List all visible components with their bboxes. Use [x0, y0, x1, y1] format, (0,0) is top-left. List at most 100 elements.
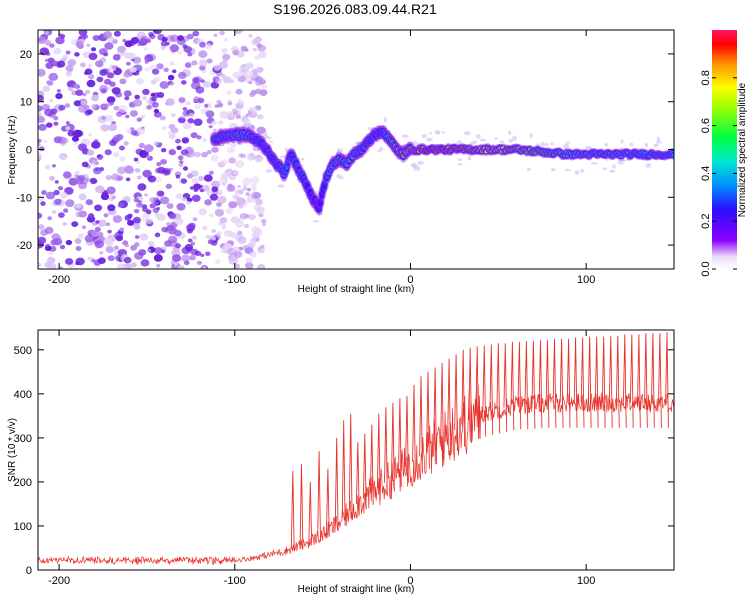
noise-blob — [194, 151, 201, 158]
noise-blob — [136, 117, 142, 122]
noise-blob — [169, 213, 176, 219]
noise-blob — [223, 38, 228, 42]
halo-blob — [653, 143, 660, 148]
noise-blob — [161, 126, 167, 130]
noise-blob — [103, 31, 113, 39]
noise-blob — [219, 111, 229, 119]
noise-blob — [212, 128, 217, 133]
noise-blob — [251, 38, 260, 46]
noise-blob — [89, 177, 98, 184]
noise-blob — [133, 157, 139, 162]
noise-blob — [88, 52, 98, 61]
noise-blob — [130, 262, 137, 268]
y-tick-label: -10 — [16, 192, 32, 204]
noise-blob — [238, 246, 243, 251]
halo-blob — [383, 117, 387, 123]
noise-blob — [142, 88, 150, 96]
x-tick-label: 0 — [407, 575, 413, 587]
colorbar-tick-label: 0.6 — [700, 118, 712, 133]
snr-spike — [341, 420, 346, 526]
noise-blob — [115, 235, 123, 242]
halo-blob — [441, 131, 445, 134]
noise-blob — [252, 187, 256, 191]
x-tick-label: -100 — [224, 274, 246, 286]
noise-blob — [113, 105, 120, 111]
noise-blob — [99, 84, 109, 93]
noise-blob — [107, 255, 115, 262]
noise-blob — [86, 79, 96, 88]
noise-blob — [75, 89, 84, 96]
noise-blob — [253, 192, 262, 199]
noise-blob — [249, 240, 256, 247]
snr-spike — [545, 340, 550, 428]
noise-blob — [147, 175, 157, 183]
halo-blob — [480, 138, 487, 142]
noise-blob — [87, 149, 95, 156]
noise-blob — [48, 72, 59, 81]
halo-blob — [511, 135, 518, 141]
noise-blob — [194, 104, 201, 110]
signal-trace — [209, 125, 674, 216]
snr-ticks: -200 -100 0 100 0 100 200 300 400 500 — [14, 330, 674, 587]
noise-blob — [218, 61, 228, 69]
noise-blob — [53, 198, 62, 205]
noise-blob — [75, 257, 85, 266]
snr-spike — [405, 396, 409, 483]
noise-blob — [151, 68, 160, 75]
snr-spike — [538, 340, 543, 429]
noise-blob — [153, 108, 159, 114]
halo-blob — [656, 136, 660, 142]
noise-blob — [123, 90, 132, 97]
noise-blob — [220, 73, 226, 78]
halo-blob — [580, 169, 585, 173]
noise-blob — [95, 60, 104, 68]
noise-blob — [178, 97, 186, 103]
y-tick-label: -20 — [16, 240, 32, 252]
noise-blob — [247, 187, 252, 192]
noise-blob — [216, 231, 223, 236]
noise-blob — [53, 237, 63, 246]
noise-blob — [198, 59, 208, 67]
noise-blob — [107, 36, 115, 43]
noise-blob — [56, 60, 66, 68]
noise-blob — [91, 160, 99, 167]
halo-blob — [565, 141, 571, 144]
noise-blob — [75, 203, 82, 209]
noise-blob — [114, 245, 119, 250]
noise-blob — [204, 199, 212, 206]
noise-blob — [111, 65, 117, 70]
noise-blob — [65, 258, 74, 265]
snr-spike — [644, 333, 648, 428]
noise-blob — [77, 233, 84, 239]
noise-blob — [221, 159, 228, 165]
noise-blob — [193, 118, 203, 126]
noise-blob — [42, 85, 50, 92]
y-tick-label: 100 — [14, 521, 32, 533]
halo-blob — [417, 160, 424, 165]
noise-blob — [220, 173, 228, 180]
noise-blob — [257, 44, 266, 52]
noise-blob — [44, 31, 49, 35]
noise-blob — [140, 35, 149, 44]
noise-blob — [123, 256, 132, 264]
noise-blob — [215, 78, 223, 85]
noise-blob — [248, 80, 253, 85]
noise-blob — [94, 226, 101, 232]
noise-blob — [105, 222, 111, 227]
noise-blob — [90, 230, 99, 238]
noise-blob — [91, 141, 101, 149]
snr-spike — [376, 413, 381, 501]
noise-blob — [154, 232, 161, 238]
noise-blob — [98, 219, 107, 227]
noise-blob — [136, 127, 146, 135]
noise-blob — [228, 157, 236, 164]
noise-blob — [204, 104, 209, 108]
halo-blob — [476, 134, 481, 139]
halo-blob — [550, 168, 556, 172]
snr-spike — [629, 334, 634, 428]
noise-blob — [123, 52, 132, 59]
noise-blob — [171, 113, 176, 118]
y-tick-label: 10 — [20, 97, 32, 109]
noise-blob — [38, 116, 46, 123]
noise-blob — [133, 198, 139, 203]
